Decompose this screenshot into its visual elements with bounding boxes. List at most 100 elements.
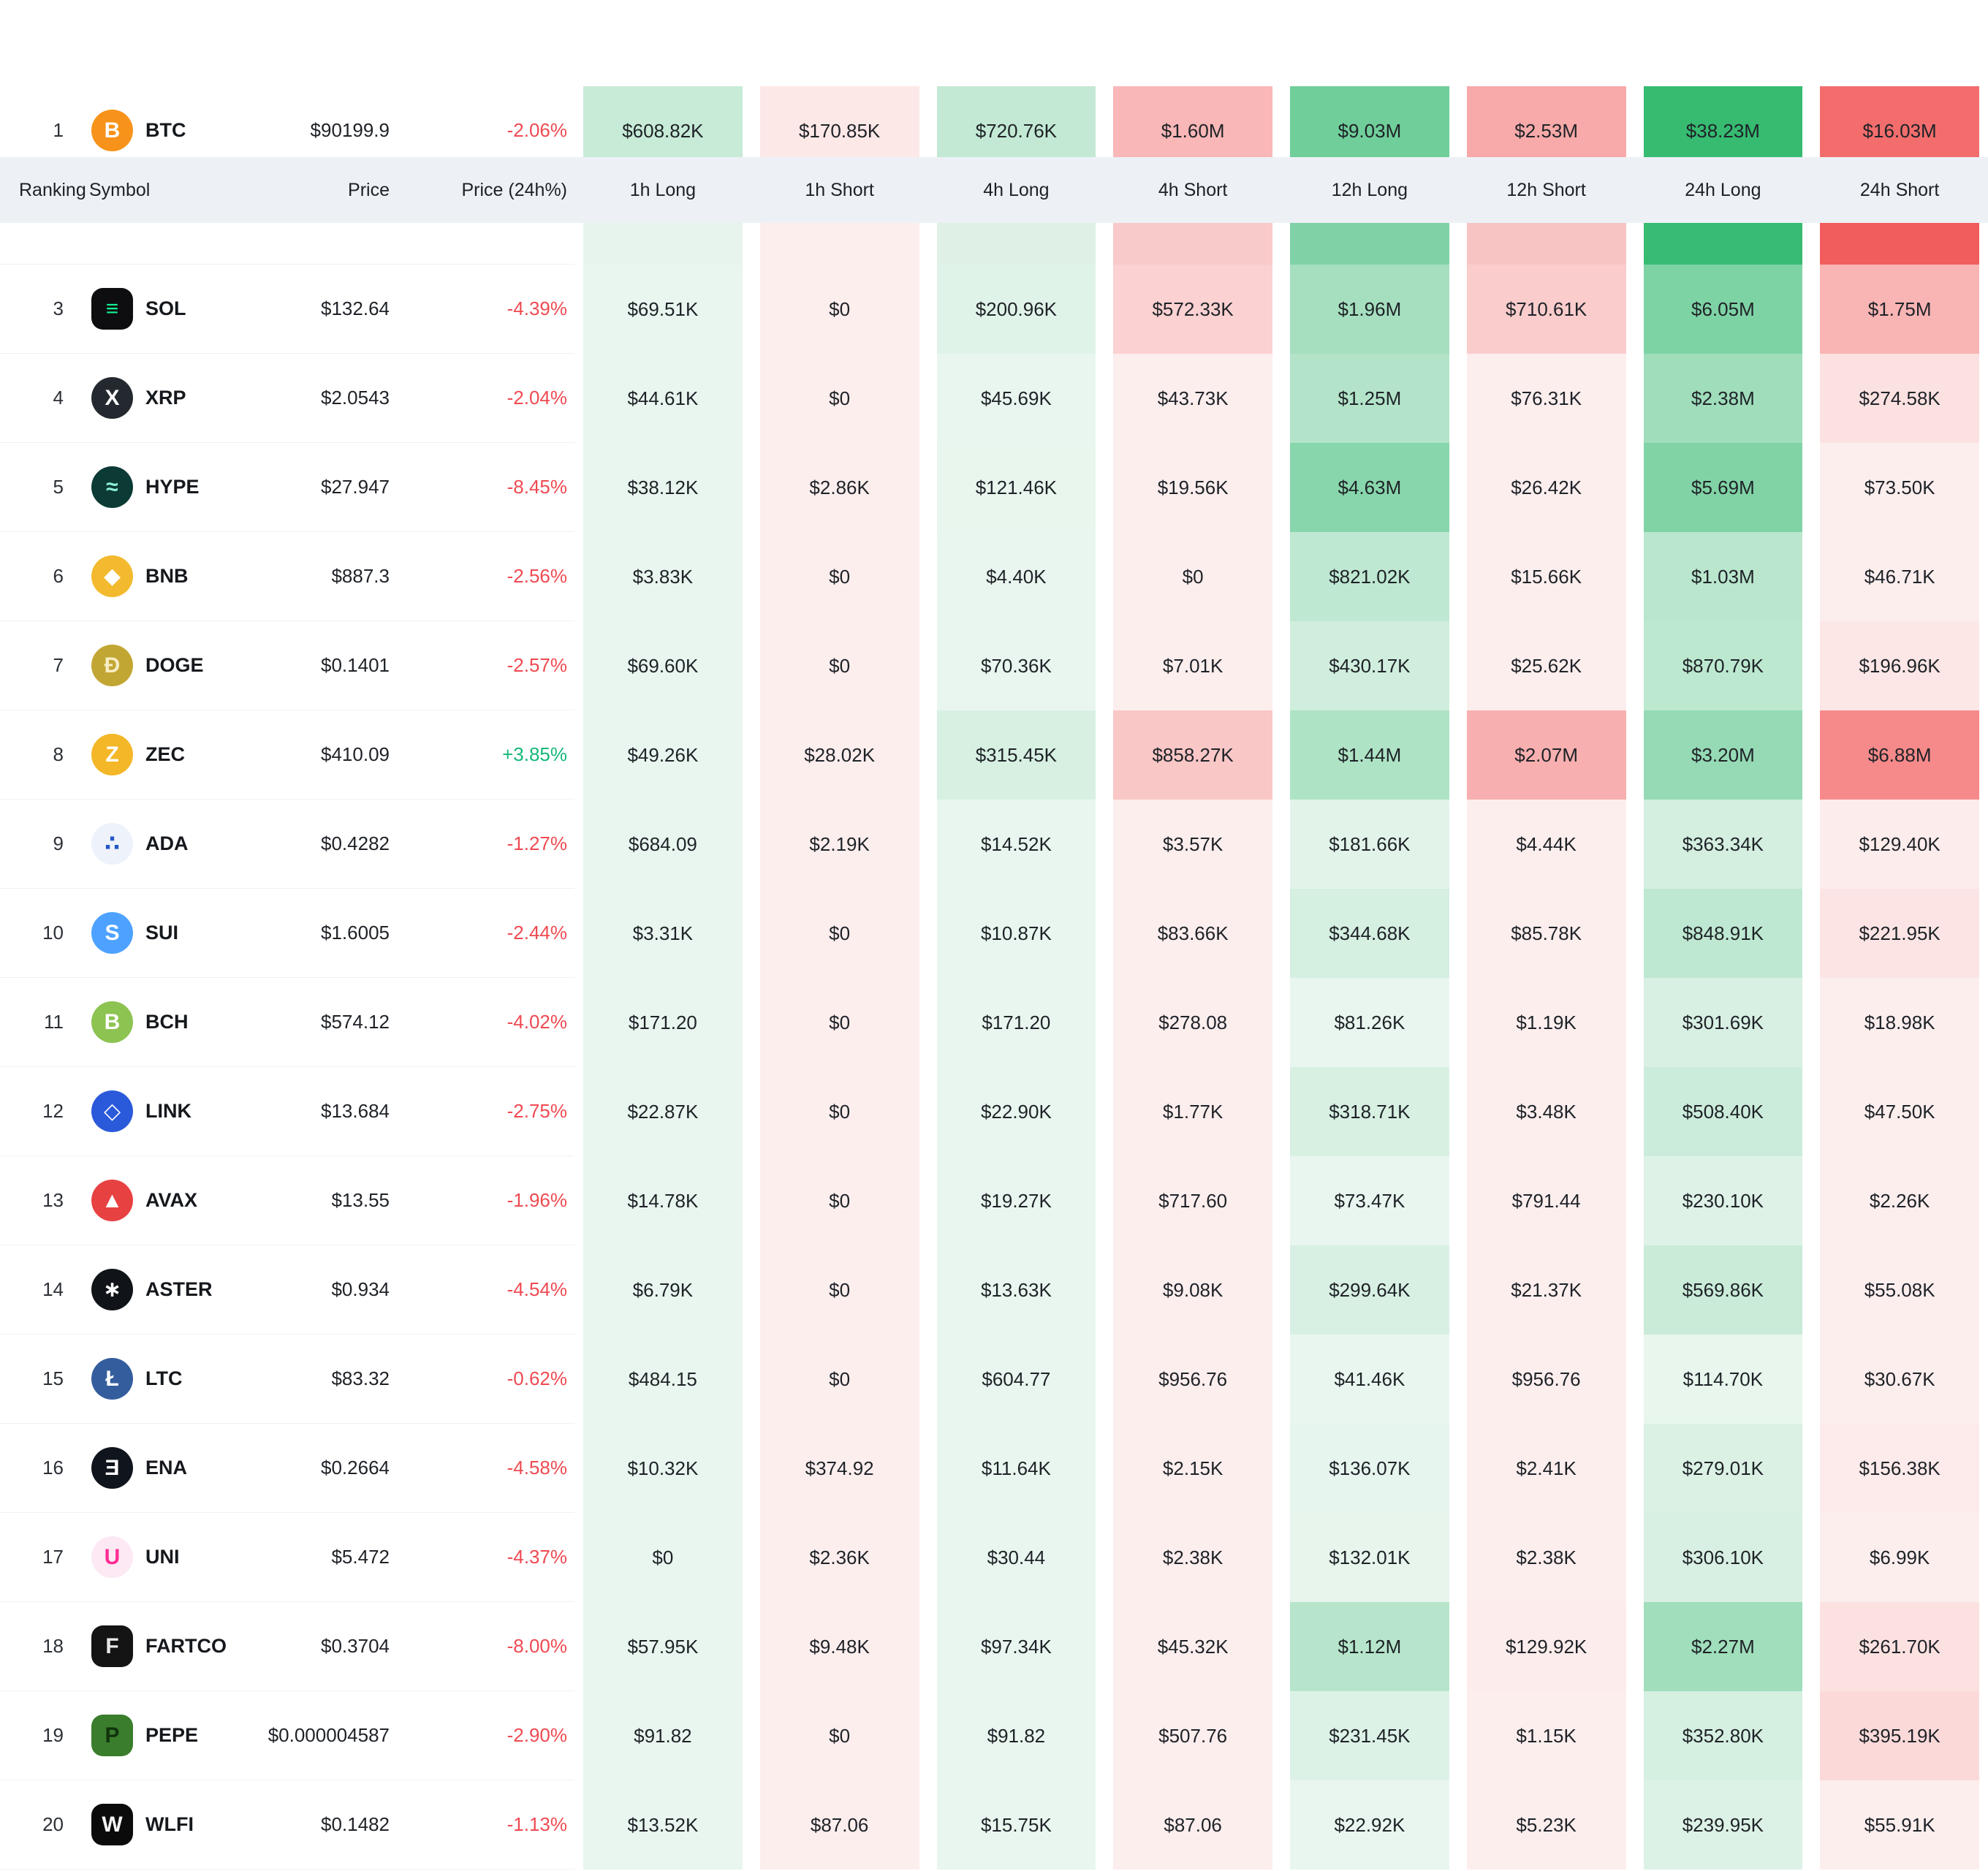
table-row[interactable]: 5 ≈ HYPE $27.947 -8.45% $38.12K $2.86K $12… xyxy=(0,443,1988,532)
table-row[interactable]: 8 Z ZEC $410.09 +3.85% $49.26K $28.02K $31… xyxy=(0,710,1988,800)
symbol-cell[interactable]: ∴ ADA xyxy=(64,823,254,865)
symbol-cell[interactable]: ◇ LINK xyxy=(64,1090,254,1132)
symbol-cell[interactable]: B BTC xyxy=(64,110,254,151)
symbol-cell[interactable]: U UNI xyxy=(64,1536,254,1578)
price-change-cell: -4.54% xyxy=(507,1278,567,1300)
column-header-4h-long[interactable]: 4h Long xyxy=(983,180,1050,200)
table-row[interactable]: 4 X XRP $2.0543 -2.04% $44.61K $0 $45.69K $… xyxy=(0,354,1988,443)
table-row[interactable]: 3 ≡ SOL $132.64 -4.39% $69.51K $0 $200.96K… xyxy=(0,265,1988,354)
symbol-cell[interactable]: F FARTCO xyxy=(64,1625,254,1667)
heat-value: $230.10K xyxy=(1643,1156,1803,1245)
symbol-cell[interactable]: Ǝ ENA xyxy=(64,1447,254,1489)
symbol-cell[interactable]: ≡ SOL xyxy=(64,288,254,330)
symbol-cell[interactable]: B BCH xyxy=(64,1001,254,1043)
column-header-price[interactable]: Price xyxy=(348,180,390,200)
heat-cell-24h-short: $18.98K xyxy=(1811,978,1988,1067)
table-row[interactable]: 15 Ł LTC $83.32 -0.62% $484.15 $0 $604.77 $… xyxy=(0,1335,1988,1424)
rank-cell: 10 xyxy=(42,922,64,944)
column-header-price-24h-[interactable]: Price (24h%) xyxy=(461,180,568,200)
table-row[interactable]: 17 U UNI $5.472 -4.37% $0 $2.36K $30.44 $2.… xyxy=(0,1513,1988,1602)
heat-value: $136.07K xyxy=(1290,1424,1449,1513)
heat-value: $97.34K xyxy=(936,1602,1096,1691)
heat-cell-1h-short: $0 xyxy=(751,265,928,354)
heat-value: $47.50K xyxy=(1820,1067,1979,1156)
table-row[interactable]: 10 S SUI $1.6005 -2.44% $3.31K $0 $10.87K $… xyxy=(0,889,1988,978)
heat-cell-24h-long: $870.79K xyxy=(1635,621,1812,710)
table-row[interactable]: 7 Ð DOGE $0.1401 -2.57% $69.60K $0 $70.36K… xyxy=(0,621,1988,710)
coin-ticker: BCH xyxy=(145,1011,189,1033)
heat-value: $30.67K xyxy=(1820,1335,1979,1424)
symbol-cell[interactable]: S SUI xyxy=(64,912,254,954)
heat-cell-4h-short: $278.08 xyxy=(1104,978,1281,1067)
symbol-cell[interactable]: P PEPE xyxy=(64,1715,254,1756)
heat-value: $2.26K xyxy=(1820,1156,1979,1245)
column-header-24h-long[interactable]: 24h Long xyxy=(1685,180,1761,200)
symbol-cell[interactable]: X XRP xyxy=(64,377,254,419)
symbol-cell[interactable]: Ł LTC xyxy=(64,1358,254,1400)
column-header-1h-short[interactable]: 1h Short xyxy=(805,180,874,200)
heat-cell-12h-short: $2.38K xyxy=(1458,1513,1635,1602)
coin-ticker: SUI xyxy=(145,922,179,944)
heat-value: $70.36K xyxy=(936,621,1096,710)
price-cell: $0.1401 xyxy=(321,654,390,676)
table-row[interactable]: 13 ▲ AVAX $13.55 -1.96% $14.78K $0 $19.27K… xyxy=(0,1156,1988,1245)
heat-value: $0 xyxy=(759,1067,919,1156)
price-cell: $2.0543 xyxy=(321,387,390,409)
heat-value: $0 xyxy=(759,1245,919,1335)
coin-icon: ◆ xyxy=(91,555,133,597)
heat-value: $318.71K xyxy=(1290,1067,1449,1156)
heat-value: $239.95K xyxy=(1643,1780,1803,1870)
heat-cell-4h-long: $19.27K xyxy=(928,1156,1105,1245)
heat-value: $3.20M xyxy=(1643,710,1803,800)
table-row[interactable]: 11 B BCH $574.12 -4.02% $171.20 $0 $171.20… xyxy=(0,978,1988,1067)
table-row[interactable]: 14 ∗ ASTER $0.934 -4.54% $6.79K $0 $13.63K… xyxy=(0,1245,1988,1335)
symbol-cell[interactable]: ≈ HYPE xyxy=(64,466,254,508)
heat-value: $73.47K xyxy=(1290,1156,1449,1245)
column-header-4h-short[interactable]: 4h Short xyxy=(1158,180,1228,200)
table-row[interactable]: 20 W WLFI $0.1482 -1.13% $13.52K $87.06 $1… xyxy=(0,1780,1988,1870)
heat-value: $374.92 xyxy=(759,1424,919,1513)
symbol-cell[interactable]: Z ZEC xyxy=(64,734,254,775)
symbol-cell[interactable]: ◆ BNB xyxy=(64,555,254,597)
table-row[interactable]: 16 Ǝ ENA $0.2664 -4.58% $10.32K $374.92 $1… xyxy=(0,1424,1988,1513)
heat-cell-4h-long: $15.75K xyxy=(928,1780,1105,1870)
heat-cell-12h-short: $3.48K xyxy=(1458,1067,1635,1156)
coin-icon: B xyxy=(91,110,133,151)
heat-cell-24h-long: $306.10K xyxy=(1635,1513,1812,1602)
table-row[interactable]: 18 F FARTCO $0.3704 -8.00% $57.95K $9.48K… xyxy=(0,1602,1988,1691)
column-header-12h-short[interactable]: 12h Short xyxy=(1506,180,1586,200)
table-row[interactable]: 6 ◆ BNB $887.3 -2.56% $3.83K $0 $4.40K $0 $8… xyxy=(0,532,1988,621)
table-row[interactable]: 9 ∴ ADA $0.4282 -1.27% $684.09 $2.19K $14.… xyxy=(0,800,1988,889)
symbol-cell[interactable]: W WLFI xyxy=(64,1804,254,1845)
table-row[interactable]: 19 P PEPE $0.000004587 -2.90% $91.82 $0 $9… xyxy=(0,1691,1988,1780)
column-header-1h-long[interactable]: 1h Long xyxy=(629,180,697,200)
heat-value: $4.44K xyxy=(1466,800,1626,889)
price-change-cell: -1.96% xyxy=(507,1189,567,1211)
heat-value: $121.46K xyxy=(936,443,1096,532)
heat-value: $38.12K xyxy=(583,443,743,532)
heat-cell-4h-long: $70.36K xyxy=(928,621,1105,710)
price-cell: $132.64 xyxy=(321,297,390,319)
heat-value: $22.90K xyxy=(936,1067,1096,1156)
heat-cell-4h-long: $200.96K xyxy=(928,265,1105,354)
heat-cell-1h-short: $0 xyxy=(751,1067,928,1156)
heat-value: $344.68K xyxy=(1290,889,1449,978)
rank-cell: 14 xyxy=(42,1278,64,1300)
heat-value: $14.78K xyxy=(583,1156,743,1245)
column-header-symbol[interactable]: Symbol xyxy=(89,180,151,200)
price-cell: $0.000004587 xyxy=(268,1724,390,1746)
symbol-cell[interactable]: ▲ AVAX xyxy=(64,1180,254,1221)
symbol-cell[interactable]: Ð DOGE xyxy=(64,645,254,686)
column-header-12h-long[interactable]: 12h Long xyxy=(1331,180,1408,200)
heat-cell-12h-long: $821.02K xyxy=(1281,532,1458,621)
rank-cell: 1 xyxy=(53,119,64,141)
column-header-24h-short[interactable]: 24h Short xyxy=(1859,180,1940,200)
heat-cell-4h-short: $3.57K xyxy=(1104,800,1281,889)
heat-value: $3.48K xyxy=(1466,1067,1626,1156)
symbol-cell[interactable]: ∗ ASTER xyxy=(64,1269,254,1310)
price-change-cell: -1.13% xyxy=(507,1813,567,1835)
column-header-ranking[interactable]: Ranking xyxy=(19,180,86,200)
heat-value: $0 xyxy=(759,1335,919,1424)
row-left-section: 10 S SUI $1.6005 -2.44% xyxy=(0,889,574,978)
table-row[interactable]: 12 ◇ LINK $13.684 -2.75% $22.87K $0 $22.90… xyxy=(0,1067,1988,1156)
